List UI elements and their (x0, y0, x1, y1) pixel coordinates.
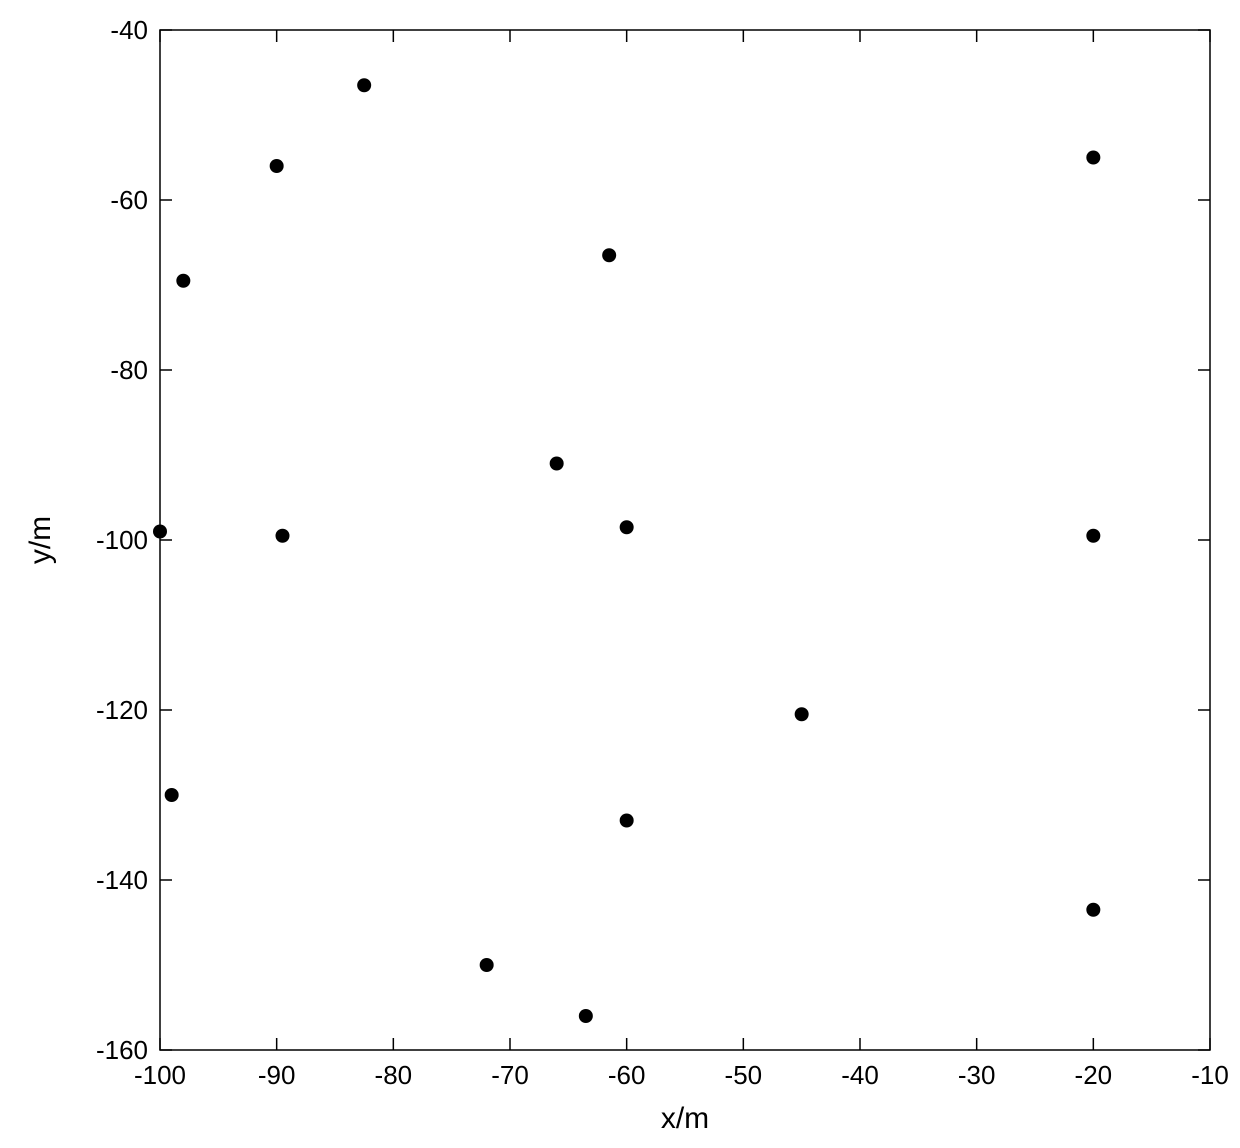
x-tick-label: -40 (841, 1060, 879, 1090)
data-point (176, 274, 190, 288)
data-point (550, 457, 564, 471)
data-point (480, 958, 494, 972)
y-tick-label: -160 (96, 1035, 148, 1065)
data-point (1086, 529, 1100, 543)
data-point (579, 1009, 593, 1023)
x-tick-label: -80 (375, 1060, 413, 1090)
x-tick-label: -20 (1075, 1060, 1113, 1090)
data-point (153, 525, 167, 539)
data-point (1086, 903, 1100, 917)
data-point (165, 788, 179, 802)
y-tick-label: -60 (110, 185, 148, 215)
data-point (620, 814, 634, 828)
data-point (620, 520, 634, 534)
y-tick-label: -80 (110, 355, 148, 385)
y-tick-label: -140 (96, 865, 148, 895)
x-tick-label: -90 (258, 1060, 296, 1090)
data-point (270, 159, 284, 173)
y-axis-label: y/m (24, 516, 57, 564)
data-point (276, 529, 290, 543)
x-tick-label: -50 (725, 1060, 763, 1090)
x-tick-label: -30 (958, 1060, 996, 1090)
data-point (602, 248, 616, 262)
x-axis-label: x/m (661, 1102, 709, 1135)
y-tick-label: -120 (96, 695, 148, 725)
scatter-chart: -100 -90 -80 -70 -60 -50 -40 -30 -20 -10 -160 -140 -… (0, 0, 1240, 1148)
x-tick-label: -70 (491, 1060, 529, 1090)
x-tick-label: -60 (608, 1060, 646, 1090)
data-point (795, 707, 809, 721)
y-tick-label: -100 (96, 525, 148, 555)
data-point (1086, 151, 1100, 165)
x-tick-label: -10 (1191, 1060, 1229, 1090)
data-point (357, 78, 371, 92)
y-tick-label: -40 (110, 15, 148, 45)
